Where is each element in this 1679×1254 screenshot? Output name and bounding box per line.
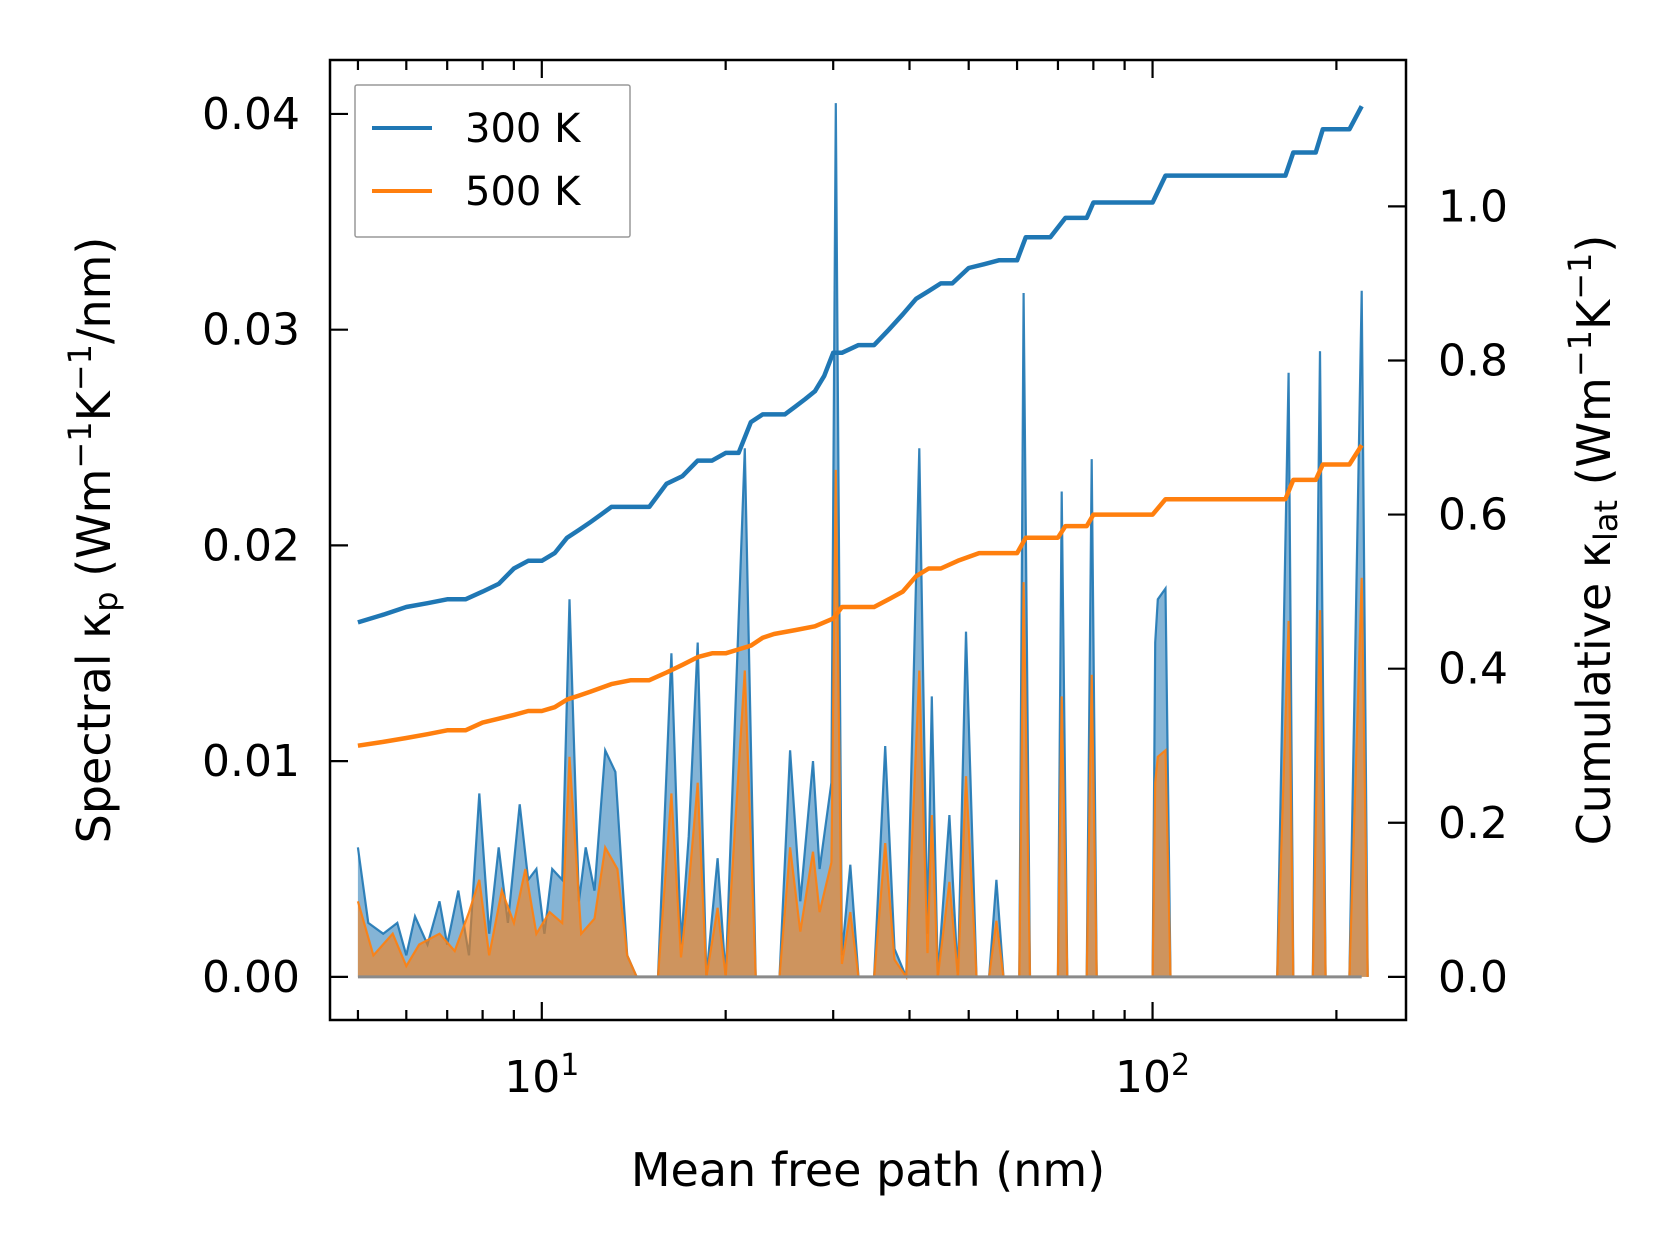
legend-label-300k: 300 K (465, 106, 582, 152)
y-right-tick-label: 0.8 (1438, 335, 1508, 386)
x-tick-label: 102 (1115, 1048, 1190, 1104)
y-left-tick-label: 0.00 (202, 952, 300, 1003)
y-left-tick-label: 0.04 (202, 89, 300, 140)
spectral-layer (356, 103, 1369, 981)
x-tick-label-base: 10 (1115, 1052, 1171, 1103)
y-right-tick-label: 0.6 (1438, 490, 1508, 541)
cumulative-line-500k (357, 443, 1364, 748)
y-right-tick-label: 0.0 (1438, 952, 1508, 1003)
cumulative-line-300k (357, 105, 1364, 625)
x-tick-label: 101 (504, 1048, 579, 1104)
plot-area (356, 103, 1369, 981)
y-right-tick-label: 0.2 (1438, 798, 1508, 849)
cumulative-layer (357, 105, 1364, 748)
x-tick-label-exp: 1 (560, 1048, 579, 1083)
legend-label-500k: 500 K (465, 169, 582, 215)
x-tick-label-exp: 2 (1171, 1048, 1190, 1083)
spectral-line-300k (356, 103, 1369, 978)
y-right-tick-label: 1.0 (1438, 181, 1508, 232)
legend: 300 K 500 K (354, 84, 631, 238)
tick-labels-layer: 101 1020.000.010.020.030.040.00.20.40.60.… (202, 89, 1508, 1103)
y-axis-right-label: Cumulative κlat (Wm−1K−1) (1561, 235, 1625, 846)
y-axis-left-label: Spectral κp (Wm−1K−1/nm) (61, 237, 125, 844)
ticks-layer (330, 60, 1406, 1020)
x-axis-label: Mean free path (nm) (631, 1143, 1105, 1197)
legend-box (354, 84, 631, 238)
y-left-tick-label: 0.03 (202, 305, 300, 356)
y-right-tick-label: 0.4 (1438, 644, 1508, 695)
y-left-tick-label: 0.01 (202, 736, 300, 787)
axes-frame (328, 58, 1408, 1022)
x-tick-label-base: 10 (504, 1052, 560, 1103)
y-left-tick-label: 0.02 (202, 520, 300, 571)
